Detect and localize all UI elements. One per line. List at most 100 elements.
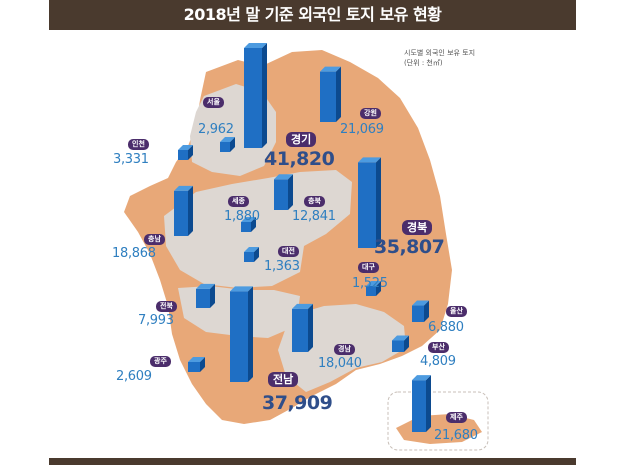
region-label-제주: 제주	[446, 412, 467, 423]
bar-side-울산	[424, 300, 429, 322]
region-label-전남: 전남	[268, 372, 299, 387]
bar-top-부산	[392, 335, 409, 341]
region-label-부산: 부산	[428, 342, 449, 353]
region-label-충북: 충북	[304, 196, 325, 207]
bar-front-충북	[274, 179, 288, 210]
region-label-전북: 전북	[156, 301, 177, 312]
bar-top-전남	[230, 286, 253, 292]
bar-세종	[241, 217, 256, 232]
bar-front-강원	[320, 71, 336, 122]
note-line-1: 시도별 외국인 보유 토지	[404, 49, 476, 57]
bar-front-경기	[244, 48, 262, 148]
bar-울산	[412, 300, 429, 322]
bar-front-경남	[292, 308, 308, 352]
region-label-인천: 인천	[128, 139, 149, 150]
chart-title: 2018년 말 기준 외국인 토지 보유 현황	[49, 0, 576, 30]
bar-top-대구	[366, 281, 381, 286]
bar-layer	[174, 43, 431, 432]
value-label-서울: 2,962	[198, 122, 234, 137]
bar-경북	[358, 157, 381, 248]
value-label-제주: 21,680	[434, 428, 478, 443]
bar-front-충남	[174, 190, 188, 236]
bar-top-전북	[196, 283, 215, 289]
bar-top-세종	[241, 217, 256, 222]
bar-side-충북	[288, 174, 293, 210]
value-label-경북: 35,807	[374, 236, 445, 258]
bar-강원	[320, 66, 341, 122]
bar-top-제주	[412, 375, 431, 381]
unit-note: 시도별 외국인 보유 토지 (단위 : 천㎡)	[404, 48, 475, 68]
note-line-2: (단위 : 천㎡)	[404, 59, 443, 67]
bar-충남	[174, 185, 193, 236]
region-label-경기: 경기	[286, 132, 317, 147]
bar-top-충남	[174, 185, 193, 191]
region-label-경남: 경남	[334, 344, 355, 355]
bar-top-인천	[178, 145, 193, 150]
bar-side-제주	[426, 375, 431, 432]
value-label-충남: 18,868	[112, 246, 156, 261]
bar-front-대구	[366, 286, 376, 296]
bar-front-경북	[358, 162, 376, 248]
bar-front-대전	[244, 252, 254, 262]
bar-side-경북	[376, 157, 381, 248]
value-label-대구: 1,525	[352, 276, 388, 291]
bar-front-전남	[230, 291, 248, 382]
region-label-경북: 경북	[402, 220, 433, 235]
region-label-대구: 대구	[358, 262, 379, 273]
region-label-충남: 충남	[144, 234, 165, 245]
bar-top-광주	[188, 357, 205, 362]
bar-전북	[196, 283, 215, 308]
value-label-경기: 41,820	[264, 148, 335, 170]
value-label-대전: 1,363	[264, 259, 300, 274]
bar-top-대전	[244, 247, 259, 252]
bar-전남	[230, 286, 253, 382]
bar-부산	[392, 335, 409, 352]
bar-side-부산	[404, 335, 409, 352]
bar-top-울산	[412, 300, 429, 306]
region-label-광주: 광주	[150, 356, 171, 367]
bar-front-인천	[178, 150, 188, 160]
bar-front-서울	[220, 142, 230, 152]
region-label-대전: 대전	[278, 246, 299, 257]
footer-bar	[49, 458, 576, 465]
bar-top-경기	[244, 43, 267, 48]
bar-front-전북	[196, 288, 210, 308]
bar-side-충남	[188, 185, 193, 236]
bar-front-제주	[412, 380, 426, 432]
bar-top-강원	[320, 66, 341, 72]
region-label-서울: 서울	[203, 97, 224, 108]
bar-side-경남	[308, 303, 313, 352]
bar-광주	[188, 357, 205, 372]
jeju-frame	[387, 391, 489, 451]
bar-경기	[244, 43, 267, 148]
bar-top-충북	[274, 174, 293, 180]
bar-front-부산	[392, 340, 404, 352]
region-label-울산: 울산	[446, 306, 467, 317]
region-label-강원: 강원	[360, 108, 381, 119]
bar-top-경북	[358, 157, 381, 163]
value-label-광주: 2,609	[116, 369, 152, 384]
bar-대구	[366, 281, 381, 296]
bar-경남	[292, 303, 313, 352]
bar-인천	[178, 145, 193, 160]
bar-대전	[244, 247, 259, 262]
value-label-부산: 4,809	[420, 354, 456, 369]
bar-front-광주	[188, 362, 200, 372]
value-label-세종: 1,880	[224, 209, 260, 224]
bar-side-전남	[248, 286, 253, 382]
bar-top-경남	[292, 303, 313, 309]
value-label-충북: 12,841	[292, 209, 336, 224]
value-label-경남: 18,040	[318, 356, 362, 371]
value-label-전북: 7,993	[138, 313, 174, 328]
bar-side-경기	[262, 43, 267, 148]
bar-top-서울	[220, 137, 235, 142]
bar-front-울산	[412, 305, 424, 322]
value-label-울산: 6,880	[428, 320, 464, 335]
bar-충북	[274, 174, 293, 210]
bar-side-전북	[210, 283, 215, 308]
bar-제주	[412, 375, 431, 432]
value-label-전남: 37,909	[262, 392, 333, 414]
region-label-세종: 세종	[228, 196, 249, 207]
value-label-인천: 3,331	[113, 152, 149, 167]
